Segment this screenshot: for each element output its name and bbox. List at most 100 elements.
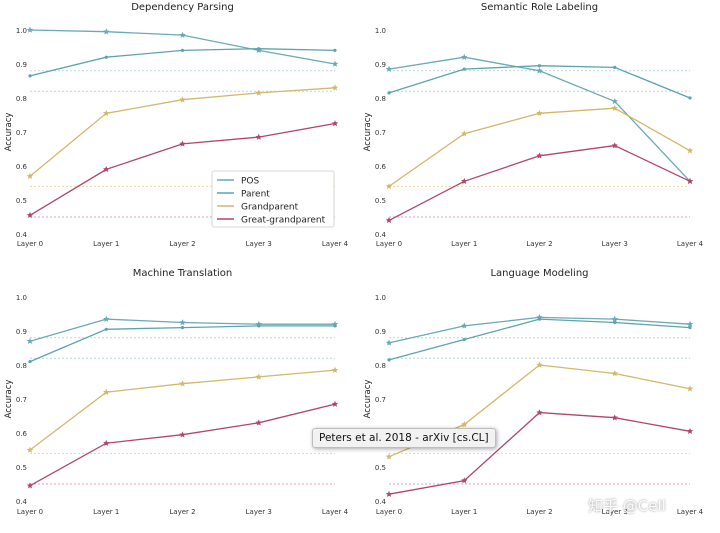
data-point <box>331 84 339 91</box>
data-point <box>686 177 694 185</box>
chart-title: Semantic Role Labeling <box>481 2 598 13</box>
data-point <box>180 326 185 330</box>
data-point <box>385 339 393 346</box>
x-tick-label: Layer 1 <box>93 240 119 248</box>
data-point <box>333 48 337 53</box>
data-point <box>385 217 393 224</box>
series-line <box>388 107 691 187</box>
data-point <box>257 47 261 51</box>
data-point <box>26 26 34 33</box>
data-point <box>387 91 391 95</box>
y-tick-label: 0.4 <box>375 231 387 239</box>
data-point <box>179 380 186 387</box>
series-line <box>29 403 336 487</box>
series-line <box>388 318 691 361</box>
series-line <box>388 316 691 344</box>
data-point <box>461 477 468 484</box>
data-point <box>26 172 34 179</box>
chart-title: Language Modeling <box>490 268 588 279</box>
series-line <box>388 56 691 182</box>
data-point <box>385 490 393 497</box>
data-point <box>462 337 466 342</box>
data-point <box>255 373 262 380</box>
data-point <box>180 48 185 53</box>
data-point <box>461 421 468 428</box>
legend-box <box>211 170 335 228</box>
data-point <box>331 60 339 67</box>
y-tick-label: 0.7 <box>16 396 27 404</box>
y-tick-label: 1.0 <box>16 27 27 35</box>
y-tick-label: 0.8 <box>375 95 386 103</box>
data-point <box>331 366 339 373</box>
data-point <box>103 166 110 173</box>
data-point <box>26 337 34 344</box>
y-tick-label: 0.9 <box>375 61 386 69</box>
x-tick-label: Layer 0 <box>376 508 402 516</box>
data-point <box>28 360 32 364</box>
data-point <box>385 65 393 72</box>
data-point <box>26 482 34 489</box>
y-tick-label: 1.0 <box>375 294 386 302</box>
data-point <box>613 320 617 325</box>
data-point <box>387 358 391 362</box>
y-tick-label: 0.9 <box>375 328 386 336</box>
data-point <box>179 31 186 38</box>
data-point <box>537 64 542 68</box>
data-point <box>611 370 618 377</box>
y-tick-label: 0.9 <box>16 61 27 69</box>
data-point <box>179 140 186 147</box>
data-point <box>255 133 262 140</box>
data-point <box>686 427 694 435</box>
x-tick-label: Layer 3 <box>246 508 272 516</box>
y-tick-label: 0.5 <box>375 197 386 205</box>
data-point <box>611 315 618 322</box>
series-line <box>29 325 335 363</box>
x-tick-label: Layer 4 <box>322 240 349 248</box>
citation-tooltip: Peters et al. 2018 - arXiv [cs.CL] <box>312 428 496 448</box>
y-tick-label: 0.8 <box>16 95 27 103</box>
data-point <box>536 409 543 416</box>
y-axis-label: Accuracy <box>4 113 14 152</box>
x-tick-label: Layer 4 <box>677 508 704 516</box>
y-tick-label: 0.7 <box>375 396 386 404</box>
data-point <box>103 28 110 35</box>
data-point <box>26 446 34 453</box>
y-tick-label: 0.4 <box>16 498 28 506</box>
y-tick-label: 0.8 <box>375 362 386 370</box>
x-tick-label: Layer 0 <box>17 240 43 248</box>
data-point <box>255 89 262 96</box>
data-point <box>461 322 468 329</box>
data-point <box>461 130 468 137</box>
data-point <box>179 431 186 438</box>
data-point <box>179 319 186 326</box>
y-tick-label: 0.7 <box>375 129 386 137</box>
data-point <box>461 177 468 185</box>
data-point <box>103 388 110 395</box>
data-point <box>28 74 32 78</box>
data-point <box>385 183 393 190</box>
data-point <box>686 147 694 154</box>
legend-label: POS <box>241 177 260 187</box>
y-tick-label: 0.7 <box>16 129 27 137</box>
data-point <box>104 327 108 331</box>
data-point <box>255 419 262 426</box>
data-point <box>331 400 339 407</box>
data-point <box>537 317 542 321</box>
x-tick-label: Layer 0 <box>17 508 43 516</box>
data-point <box>103 315 110 322</box>
x-tick-label: Layer 4 <box>677 240 704 248</box>
x-tick-label: Layer 2 <box>169 240 195 248</box>
data-point <box>686 385 694 392</box>
y-axis-label: Accuracy <box>4 380 14 419</box>
data-point <box>331 120 339 127</box>
data-point <box>611 142 618 149</box>
y-tick-label: 0.6 <box>16 163 28 171</box>
data-point <box>536 152 543 159</box>
x-tick-label: Layer 0 <box>376 240 402 248</box>
y-tick-label: 0.8 <box>16 362 27 370</box>
y-tick-label: 0.5 <box>16 197 27 205</box>
legend-label: Great-grandparent <box>241 216 326 226</box>
data-point <box>688 326 692 330</box>
data-point <box>613 65 617 69</box>
